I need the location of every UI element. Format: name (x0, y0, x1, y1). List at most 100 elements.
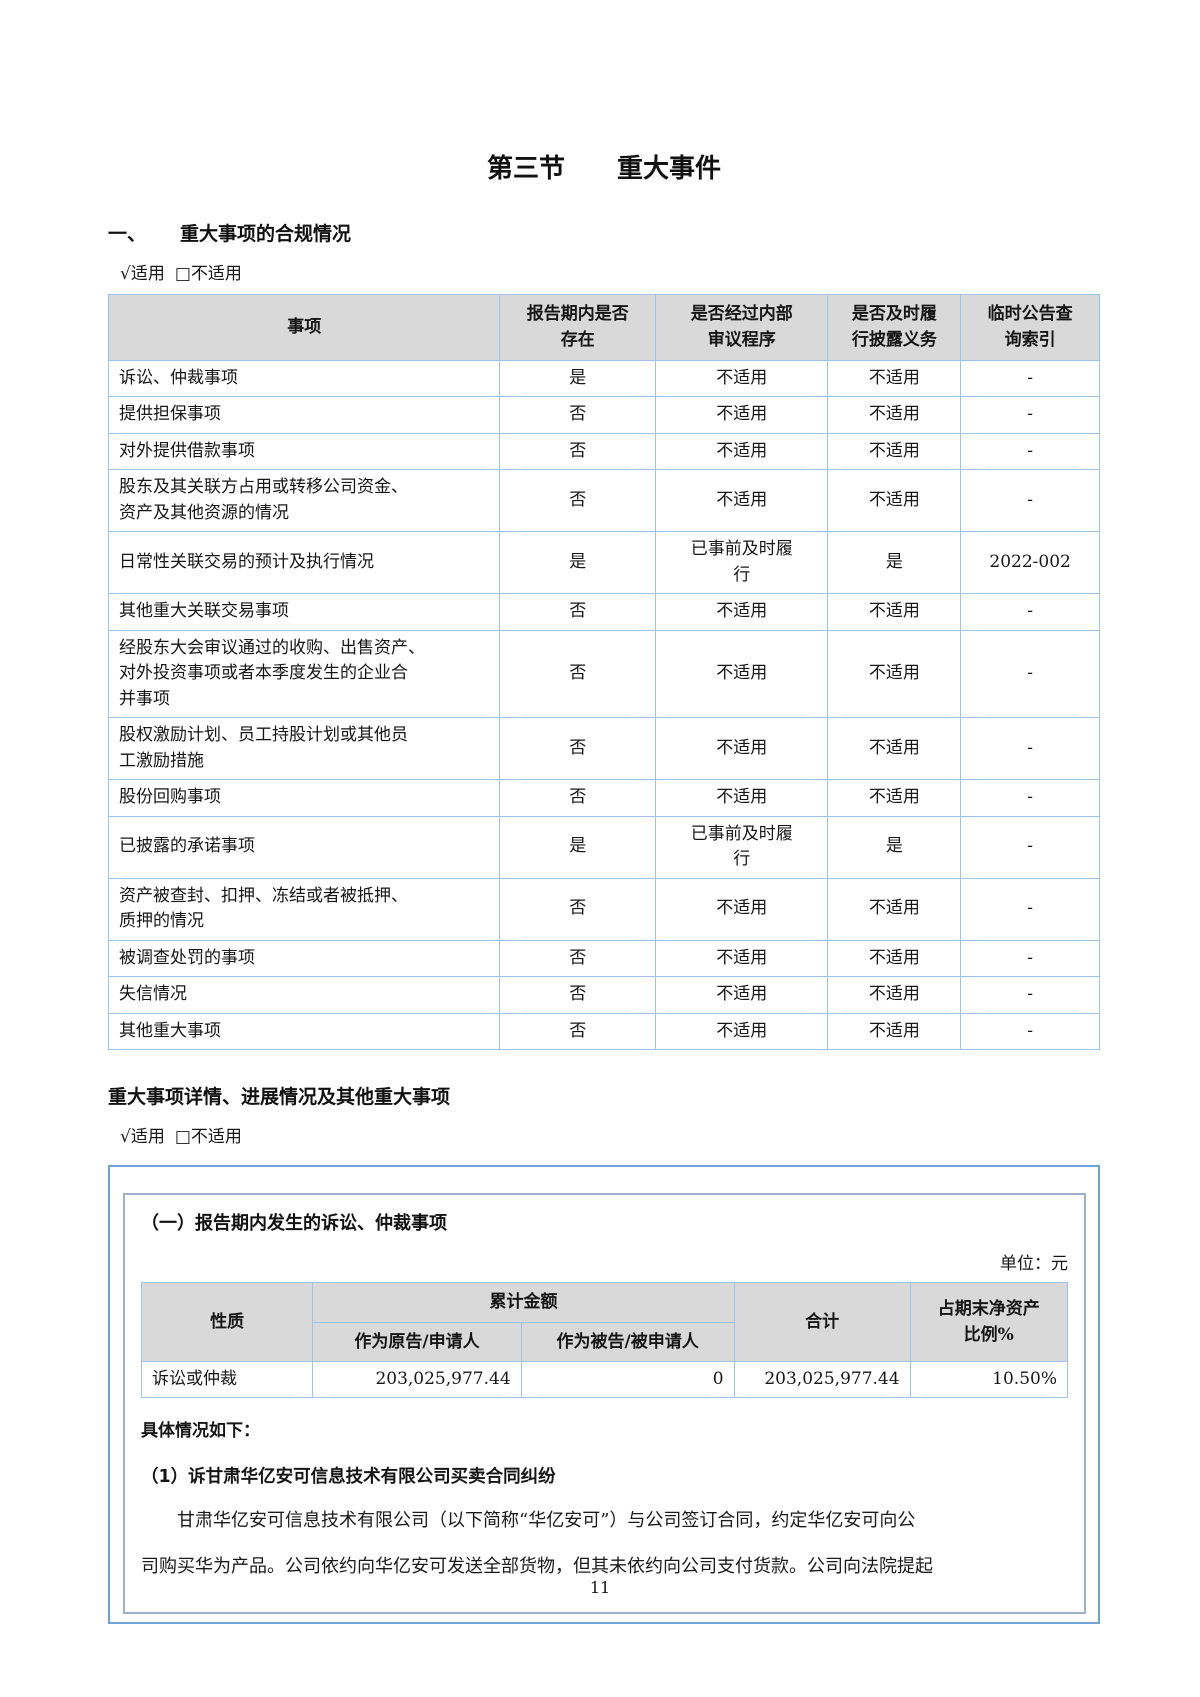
cell-disclosure: 不适用 (827, 779, 962, 817)
cell-announcement-index: - (960, 1012, 1100, 1051)
header-as-plaintiff: 作为原告/申请人 (312, 1321, 522, 1362)
cell-item: 经股东大会审议通过的收购、出售资产、 对外投资事项或者本季度发生的企业合 并事项 (107, 629, 501, 719)
cell-announcement-index: - (960, 432, 1100, 471)
section-heading-number: 一、 (108, 223, 147, 245)
cell-disclosure: 不适用 (827, 432, 962, 471)
cell-item: 股东及其关联方占用或转移公司资金、 资产及其他资源的情况 (107, 469, 501, 533)
cell-review: 不适用 (655, 1012, 829, 1051)
table-row: 股份回购事项 否 不适用 不适用 - (107, 779, 1100, 817)
cell-disclosure: 是 (827, 815, 962, 879)
litigation-subheading: （一）报告期内发生的诉讼、仲裁事项 (141, 1213, 447, 1235)
cell-review: 不适用 (655, 432, 829, 471)
cell-exists: 否 (499, 877, 657, 941)
unit-label: 单位：元 (1000, 1254, 1068, 1275)
table-row: 被调查处罚的事项 否 不适用 不适用 - (107, 939, 1100, 978)
cell-disclosure: 不适用 (827, 359, 962, 398)
cell-as-plaintiff: 203,025,977.44 (312, 1360, 522, 1399)
cell-item: 股份回购事项 (107, 779, 501, 817)
cell-announcement-index: - (960, 359, 1100, 398)
applicability-note-details: √适用 □不适用 (120, 1122, 1100, 1147)
case-paragraph: 甘肃华亿安可信息技术有限公司（以下简称“华亿安可”）与公司签订合同，约定华亿安可… (141, 1510, 933, 1578)
table-row: 诉讼、仲裁事项 是 不适用 不适用 - (107, 359, 1100, 398)
details-label: 具体情况如下： (141, 1421, 260, 1442)
compliance-table: 事项 报告期内是否 存在 是否经过内部 审议程序 是否及时履 行披露义务 临时公… (107, 294, 1100, 1051)
cell-review: 不适用 (655, 939, 829, 978)
case-title: （1）诉甘肃华亿安可信息技术有限公司买卖合同纠纷 (141, 1467, 556, 1488)
cell-item: 资产被查封、扣押、冻结或者被抵押、 质押的情况 (107, 877, 501, 941)
cell-review: 不适用 (655, 717, 829, 781)
table-row: 日常性关联交易的预计及执行情况 是 已事前及时履 行 是 2022-002 (107, 531, 1100, 595)
table-row: 提供担保事项 否 不适用 不适用 - (107, 396, 1100, 434)
header-as-defendant: 作为被告/被申请人 (520, 1321, 735, 1362)
header-nature: 性质 (140, 1282, 314, 1362)
table-row: 资产被查封、扣押、冻结或者被抵押、 质押的情况 否 不适用 不适用 - (107, 877, 1100, 941)
litigation-table-body: 诉讼或仲裁 203,025,977.44 0 203,025,977.44 10… (140, 1360, 1069, 1399)
cell-exists: 是 (499, 815, 657, 879)
applicability-note: √适用 □不适用 (120, 259, 1100, 284)
cell-announcement-index: - (960, 629, 1100, 719)
header-net-asset-ratio: 占期末净资产 比例% (909, 1282, 1069, 1362)
cell-review: 不适用 (655, 396, 829, 434)
cell-disclosure: 不适用 (827, 976, 962, 1014)
cell-item: 已披露的承诺事项 (107, 815, 501, 879)
cell-announcement-index: - (960, 976, 1100, 1014)
unchecked-box-label: □不适用 (174, 1127, 242, 1148)
cell-item: 提供担保事项 (107, 396, 501, 434)
cell-disclosure: 不适用 (827, 396, 962, 434)
cell-disclosure: 不适用 (827, 939, 962, 978)
document-title: 第三节 重大事件 (108, 0, 1100, 185)
cell-item: 其他重大关联交易事项 (107, 593, 501, 631)
table-row: 失信情况 否 不适用 不适用 - (107, 976, 1100, 1014)
compliance-table-header: 事项 报告期内是否 存在 是否经过内部 审议程序 是否及时履 行披露义务 临时公… (107, 294, 1100, 361)
cell-disclosure: 不适用 (827, 717, 962, 781)
cell-item: 其他重大事项 (107, 1012, 501, 1051)
section-heading-compliance: 一、 重大事项的合规情况 (108, 219, 1100, 246)
cell-exists: 否 (499, 779, 657, 817)
cell-review: 已事前及时履 行 (655, 531, 829, 595)
cell-review: 不适用 (655, 629, 829, 719)
cell-announcement-index: - (960, 396, 1100, 434)
header-cumulative-amount: 累计金额 (312, 1282, 735, 1323)
checked-box-label: √适用 (120, 1127, 165, 1148)
cell-exists: 否 (499, 396, 657, 434)
header-exists: 报告期内是否 存在 (499, 294, 657, 361)
cell-disclosure: 是 (827, 531, 962, 595)
cell-net-asset-ratio: 10.50% (909, 1360, 1069, 1399)
compliance-table-body: 诉讼、仲裁事项 是 不适用 不适用 - 提供担保事项 否 不适用 不适用 - 对… (107, 359, 1100, 1051)
cell-disclosure: 不适用 (827, 1012, 962, 1051)
document-title-chapter: 第三节 (486, 154, 565, 184)
cell-nature: 诉讼或仲裁 (140, 1360, 314, 1399)
cell-item: 被调查处罚的事项 (107, 939, 501, 978)
unchecked-box-label: □不适用 (174, 264, 242, 284)
cell-item: 失信情况 (107, 976, 501, 1014)
cell-announcement-index: 2022-002 (960, 531, 1100, 595)
cell-disclosure: 不适用 (827, 469, 962, 533)
section-heading-text: 重大事项的合规情况 (180, 223, 352, 245)
header-item: 事项 (107, 294, 501, 361)
cell-announcement-index: - (960, 717, 1100, 781)
table-row: 诉讼或仲裁 203,025,977.44 0 203,025,977.44 10… (140, 1360, 1069, 1399)
document-title-text: 重大事件 (617, 154, 722, 184)
header-review: 是否经过内部 审议程序 (655, 294, 829, 361)
table-row: 其他重大关联交易事项 否 不适用 不适用 - (107, 593, 1100, 631)
cell-review: 不适用 (655, 976, 829, 1014)
cell-total: 203,025,977.44 (733, 1360, 911, 1399)
cell-announcement-index: - (960, 939, 1100, 978)
cell-review: 不适用 (655, 779, 829, 817)
cell-item: 日常性关联交易的预计及执行情况 (107, 531, 501, 595)
litigation-box: （一）报告期内发生的诉讼、仲裁事项 单位：元 性质 累计金额 合计 占期末净资产… (123, 1193, 1086, 1615)
cell-exists: 否 (499, 593, 657, 631)
cell-disclosure: 不适用 (827, 629, 962, 719)
header-announcement-index: 临时公告查 询索引 (960, 294, 1100, 361)
cell-review: 不适用 (655, 359, 829, 398)
cell-announcement-index: - (960, 815, 1100, 879)
cell-exists: 否 (499, 469, 657, 533)
table-row: 股东及其关联方占用或转移公司资金、 资产及其他资源的情况 否 不适用 不适用 - (107, 469, 1100, 533)
cell-disclosure: 不适用 (827, 593, 962, 631)
checked-box-label: √适用 (120, 264, 165, 284)
page-content: 第三节 重大事件 一、 重大事项的合规情况 √适用 □不适用 事项 报告期内是否 存在… (107, 0, 1100, 1625)
cell-exists: 否 (499, 717, 657, 781)
cell-review: 已事前及时履 行 (655, 815, 829, 879)
header-disclosure: 是否及时履 行披露义务 (827, 294, 962, 361)
